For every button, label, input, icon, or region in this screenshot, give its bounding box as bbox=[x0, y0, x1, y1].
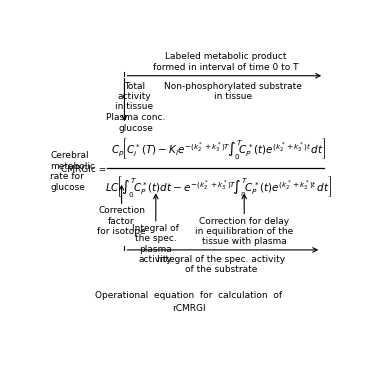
Text: $C_p\!\left[C_i^*(T) - K_i e^{-(k_2^* + k_3^*)T}\!\int_0^T\!C_P^*(t)e^{(k_2^* + : $C_p\!\left[C_i^*(T) - K_i e^{-(k_2^* + … bbox=[111, 136, 326, 161]
Text: Plasma conc.
glucose: Plasma conc. glucose bbox=[106, 113, 166, 133]
Text: rCMRGl: rCMRGl bbox=[172, 304, 205, 313]
Text: Non-phosphorylated substrate
in tissue: Non-phosphorylated substrate in tissue bbox=[164, 81, 302, 101]
Text: Integral of
the spec.
plasma
activity: Integral of the spec. plasma activity bbox=[132, 224, 179, 264]
Text: Integral of the spec. activity
of the substrate: Integral of the spec. activity of the su… bbox=[158, 255, 286, 274]
Text: Cerebral
metabolic
rate for
glucose: Cerebral metabolic rate for glucose bbox=[50, 152, 95, 192]
Text: $LC\!\left[\int_0^T\!C_P^*(t)dt - e^{-(k_2^* + k_3^*)T}\!\int_0^T\!C_P^*(t)e^{(k: $LC\!\left[\int_0^T\!C_P^*(t)dt - e^{-(k… bbox=[105, 173, 332, 199]
Text: Correction for delay
in equilibration of the
tissue with plasma: Correction for delay in equilibration of… bbox=[195, 216, 293, 246]
Text: Correction
factor
for isotope: Correction factor for isotope bbox=[97, 206, 146, 236]
Text: Labeled metabolic product
formed in interval of time 0 to T: Labeled metabolic product formed in inte… bbox=[153, 52, 298, 72]
Text: Total
activity
in tissue: Total activity in tissue bbox=[115, 81, 153, 111]
Text: Operational  equation  for  calculation  of: Operational equation for calculation of bbox=[95, 291, 282, 300]
Text: CMRGlc =: CMRGlc = bbox=[61, 165, 106, 174]
